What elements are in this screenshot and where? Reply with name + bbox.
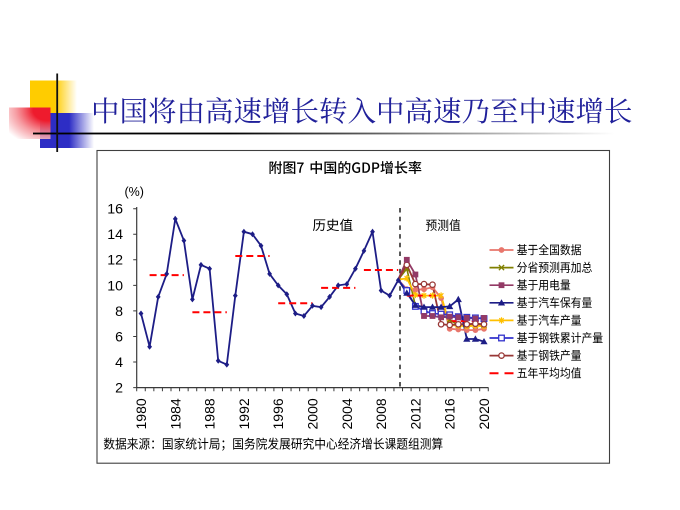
svg-text:1988: 1988 [202,398,218,429]
svg-text:(%): (%) [125,185,144,199]
svg-text:2004: 2004 [339,398,355,429]
svg-text:6: 6 [115,329,123,345]
svg-text:16: 16 [107,202,123,218]
svg-text:2: 2 [115,381,123,397]
svg-text:1996: 1996 [270,398,286,429]
svg-text:10: 10 [107,278,123,294]
svg-text:2012: 2012 [407,398,423,429]
svg-text:2016: 2016 [442,398,458,429]
svg-text:1992: 1992 [236,398,252,429]
svg-text:2008: 2008 [373,398,389,429]
svg-text:14: 14 [107,227,123,243]
svg-text:8: 8 [115,304,123,320]
svg-text:12: 12 [107,253,123,269]
svg-text:2020: 2020 [476,398,492,429]
svg-text:1984: 1984 [167,398,183,429]
svg-text:1980: 1980 [133,398,149,429]
svg-text:2000: 2000 [305,398,321,429]
svg-text:4: 4 [115,355,123,371]
